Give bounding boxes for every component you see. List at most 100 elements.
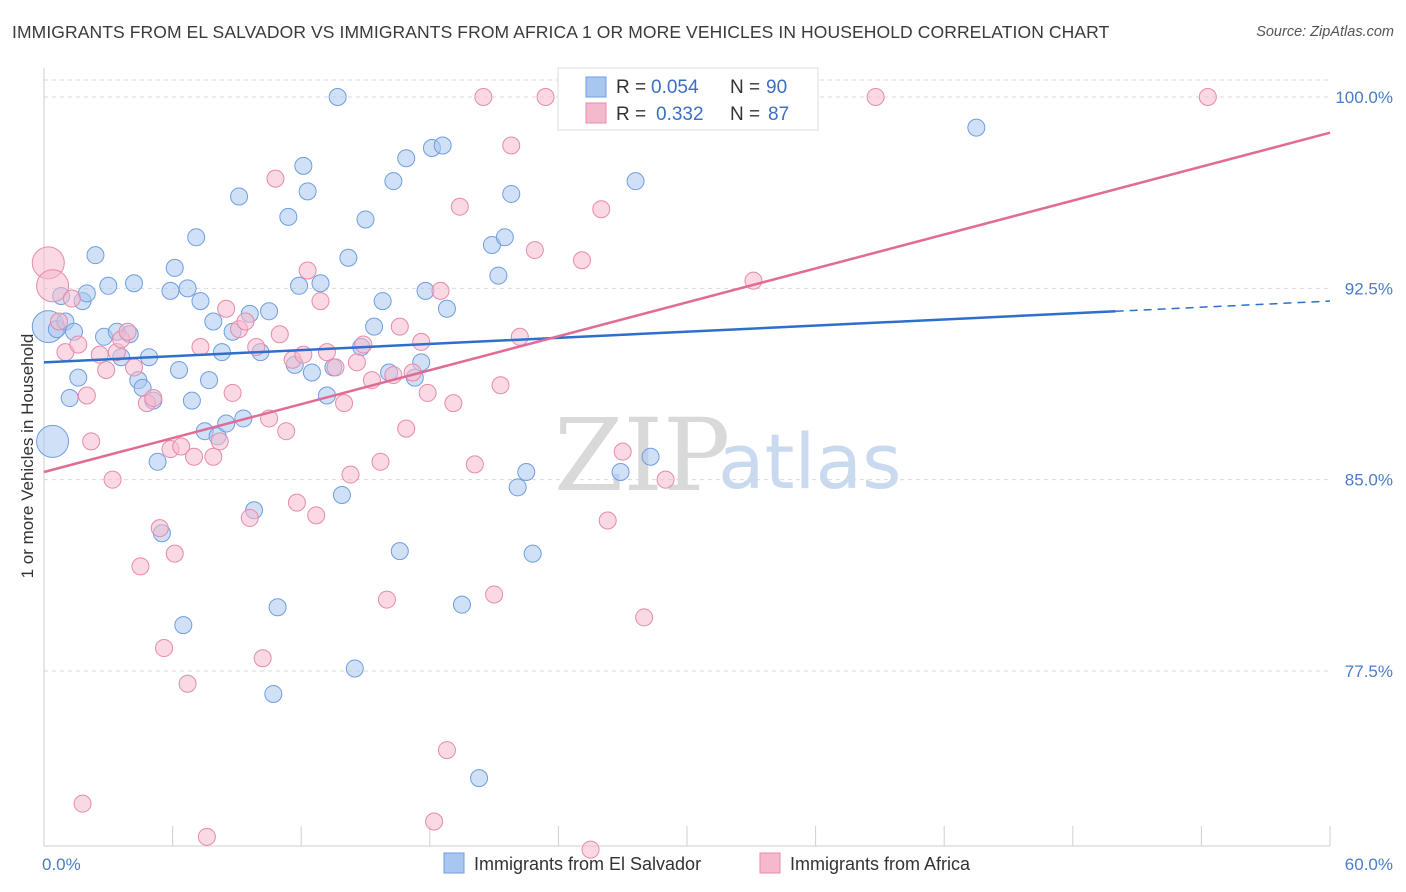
point-el-salvador bbox=[165, 258, 184, 277]
point-africa bbox=[371, 452, 390, 471]
point-el-salvador bbox=[77, 284, 96, 303]
point-africa bbox=[253, 649, 272, 668]
point-el-salvador bbox=[611, 463, 630, 482]
point-el-salvador bbox=[508, 478, 527, 497]
point-africa bbox=[656, 470, 675, 489]
bottom-legend-swatch-africa bbox=[759, 852, 781, 874]
point-el-salvador bbox=[170, 360, 189, 379]
point-el-salvador bbox=[397, 149, 416, 168]
point-africa bbox=[598, 511, 617, 530]
point-africa bbox=[62, 289, 81, 308]
point-el-salvador bbox=[264, 684, 283, 703]
y-tick-labels: 77.5% 85.0% 92.5% 100.0% bbox=[1335, 88, 1393, 681]
point-el-salvador bbox=[641, 447, 660, 466]
point-africa bbox=[390, 317, 409, 336]
point-el-salvador bbox=[99, 276, 118, 295]
point-africa bbox=[525, 241, 544, 260]
legend-n-value-2: 87 bbox=[768, 104, 789, 125]
point-africa bbox=[73, 794, 92, 813]
point-africa bbox=[317, 343, 336, 362]
point-el-salvador bbox=[495, 228, 514, 247]
point-el-salvador bbox=[125, 274, 144, 293]
point-el-salvador bbox=[191, 292, 210, 311]
point-africa bbox=[131, 557, 150, 576]
point-africa bbox=[270, 325, 289, 344]
trend-lines bbox=[43, 131, 1331, 474]
x-tick-label-min: 0.0% bbox=[42, 855, 81, 874]
trend-line-el-salvador bbox=[43, 310, 1116, 364]
point-africa bbox=[191, 338, 210, 357]
y-tick-label: 85.0% bbox=[1345, 471, 1393, 490]
legend-swatch-el-salvador bbox=[585, 76, 607, 98]
x-tick-label-max: 60.0% bbox=[1345, 855, 1393, 874]
point-africa bbox=[185, 447, 204, 466]
point-el-salvador bbox=[489, 266, 508, 285]
point-el-salvador bbox=[332, 485, 351, 504]
point-el-salvador bbox=[523, 544, 542, 563]
point-el-salvador bbox=[212, 343, 231, 362]
point-africa bbox=[326, 358, 345, 377]
point-africa bbox=[866, 88, 885, 106]
point-africa bbox=[613, 442, 632, 461]
point-africa bbox=[412, 332, 431, 351]
point-el-salvador bbox=[178, 279, 197, 298]
point-el-salvador bbox=[373, 292, 392, 311]
legend-r-label-1: R = bbox=[616, 77, 646, 98]
point-africa bbox=[485, 585, 504, 604]
point-africa bbox=[592, 200, 611, 219]
point-africa bbox=[223, 383, 242, 402]
point-africa bbox=[311, 292, 330, 311]
point-el-salvador bbox=[86, 246, 105, 265]
point-africa bbox=[172, 437, 191, 456]
grid bbox=[44, 79, 1330, 672]
point-el-salvador bbox=[204, 312, 223, 331]
point-africa bbox=[217, 299, 236, 318]
y-tick-label: 77.5% bbox=[1345, 662, 1393, 681]
point-el-salvador bbox=[437, 299, 456, 318]
point-africa bbox=[155, 639, 174, 658]
point-africa bbox=[178, 674, 197, 693]
point-africa bbox=[287, 493, 306, 512]
point-el-salvador bbox=[200, 371, 219, 390]
point-el-salvador bbox=[148, 452, 167, 471]
point-africa bbox=[335, 394, 354, 413]
point-el-salvador bbox=[502, 184, 521, 203]
point-africa bbox=[397, 419, 416, 438]
point-africa bbox=[491, 376, 510, 395]
legend-r-value-2: 0.332 bbox=[656, 104, 704, 125]
point-el-salvador bbox=[279, 207, 298, 226]
point-africa bbox=[510, 327, 529, 346]
point-africa bbox=[474, 88, 493, 106]
point-el-salvador bbox=[328, 88, 347, 106]
point-africa bbox=[354, 335, 373, 354]
point-africa bbox=[103, 470, 122, 489]
bottom-legend-label-el-salvador: Immigrants from El Salvador bbox=[474, 854, 701, 874]
legend-n-value-1: 90 bbox=[766, 77, 787, 98]
point-el-salvador bbox=[356, 210, 375, 229]
point-africa bbox=[240, 508, 259, 527]
point-el-salvador bbox=[302, 363, 321, 382]
point-africa bbox=[581, 840, 600, 859]
point-africa bbox=[377, 590, 396, 609]
bottom-legend-swatch-el-salvador bbox=[443, 852, 465, 874]
legend-swatch-africa bbox=[585, 102, 607, 124]
point-el-salvador bbox=[452, 595, 471, 614]
point-africa bbox=[572, 251, 591, 270]
point-el-salvador bbox=[339, 248, 358, 267]
point-africa bbox=[277, 422, 296, 441]
point-el-salvador bbox=[69, 368, 88, 387]
y-axis-title: 1 or more Vehicles in Household bbox=[18, 334, 37, 579]
chart-title: IMMIGRANTS FROM EL SALVADOR VS IMMIGRANT… bbox=[12, 22, 1110, 42]
bottom-legend-label-africa: Immigrants from Africa bbox=[790, 854, 971, 874]
point-el-salvador bbox=[384, 172, 403, 191]
y-tick-label: 92.5% bbox=[1345, 279, 1393, 298]
point-el-salvador bbox=[416, 281, 435, 300]
point-el-salvador bbox=[433, 136, 452, 155]
point-africa bbox=[50, 312, 69, 331]
legend-r-value-1: 0.054 bbox=[651, 77, 699, 98]
point-el-salvador bbox=[187, 228, 206, 247]
top-legend: R = 0.054 N = 90 R = 0.332 N = 87 bbox=[557, 67, 819, 131]
point-el-salvador bbox=[294, 156, 313, 175]
point-el-salvador bbox=[967, 118, 986, 137]
